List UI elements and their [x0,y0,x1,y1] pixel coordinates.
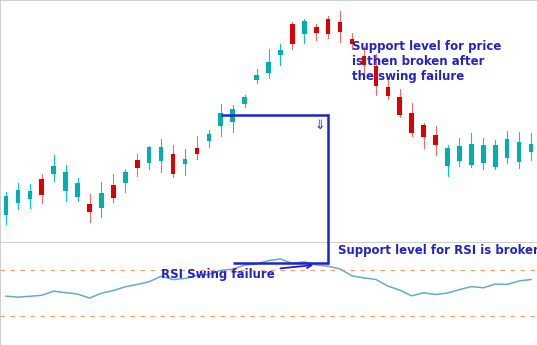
Bar [481,145,485,162]
Bar [27,191,32,199]
Bar [469,144,474,165]
Bar [445,148,450,166]
Bar [255,75,259,80]
Bar [529,144,533,151]
Bar [302,21,307,34]
Bar [75,183,80,197]
Bar [457,146,462,161]
Text: Support level for price
is then broken after
the swing failure: Support level for price is then broken a… [352,40,502,83]
Bar [493,145,497,167]
Bar [374,66,378,87]
Bar [326,19,330,34]
Bar [433,135,438,145]
Bar [159,147,163,161]
Bar [16,190,20,203]
Text: Support level for RSI is broken: Support level for RSI is broken [338,244,537,257]
Bar [99,193,104,208]
Bar [111,185,115,198]
Bar [52,166,56,174]
Bar [230,109,235,122]
Bar [242,97,247,104]
Bar [123,171,128,184]
Bar [135,160,140,168]
Bar [290,24,295,44]
Bar [397,97,402,115]
Bar [422,125,426,137]
Bar [278,50,282,55]
Bar [219,113,223,126]
Bar [87,205,92,212]
Bar [171,154,175,174]
Bar [63,172,68,191]
Bar [517,142,521,162]
Text: ⇓: ⇓ [315,119,325,132]
Bar [505,139,510,158]
Bar [338,22,343,32]
Bar [314,27,318,33]
Bar [183,159,187,165]
Bar [386,87,390,96]
Text: RSI Swing failure: RSI Swing failure [161,263,311,281]
Bar [409,113,414,133]
Bar [362,56,366,65]
Bar [207,134,211,141]
Bar [194,148,199,154]
Bar [266,62,271,73]
Bar [40,179,44,195]
Bar [4,196,8,215]
Bar [350,39,354,45]
Bar [147,147,151,163]
